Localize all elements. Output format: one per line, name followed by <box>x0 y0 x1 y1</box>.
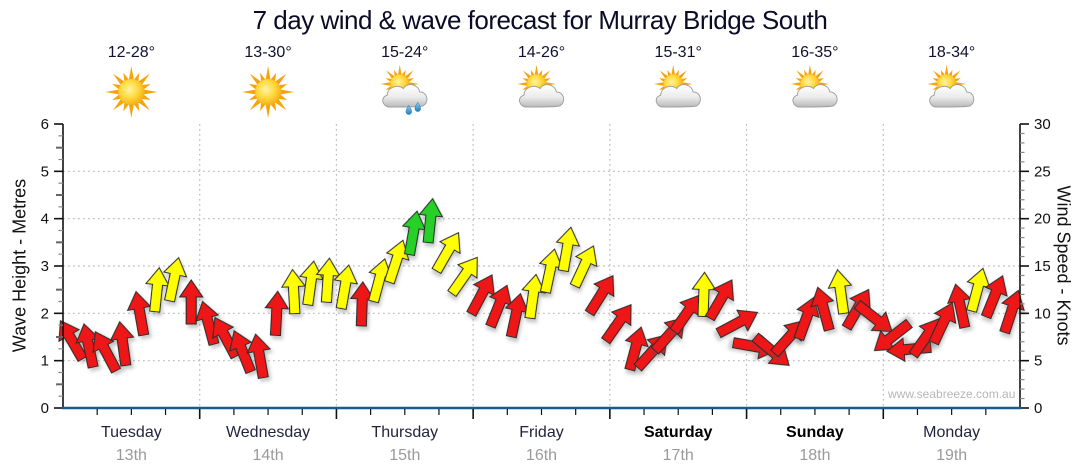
cloud-icon <box>519 84 565 108</box>
day-date-label: 14th <box>253 447 284 464</box>
day-name-label: Friday <box>519 424 563 441</box>
weather-icon-sunny <box>105 66 158 118</box>
wind-axis-title: Wind Speed - Knots <box>1053 185 1074 346</box>
wind-arrow <box>109 320 135 367</box>
day-name-label: Monday <box>923 424 980 441</box>
day-temp-range: 14-26° <box>518 44 565 61</box>
wind-arrow <box>383 239 410 285</box>
wind-arrow <box>280 268 306 315</box>
wave-axis-tick-label: 1 <box>41 353 49 370</box>
day-name-label: Thursday <box>371 424 438 441</box>
wind-arrow <box>264 290 290 337</box>
wind-arrow <box>349 280 375 327</box>
wind-arrow <box>569 245 598 289</box>
wind-arrow <box>600 303 632 345</box>
wave-axis-tick-label: 5 <box>41 163 49 180</box>
weather-icon-partly-cloudy <box>654 64 701 108</box>
wind-arrow <box>853 299 893 333</box>
wind-axis-tick-label: 30 <box>1034 116 1051 133</box>
weather-icon-sunny <box>242 66 295 118</box>
wind-arrow <box>299 260 324 307</box>
cloud-icon <box>929 84 975 108</box>
day-temp-range: 16-35° <box>791 44 838 61</box>
wave-axis-tick-label: 6 <box>41 116 49 133</box>
wind-arrow <box>715 309 759 339</box>
wind-arrow <box>793 296 820 342</box>
wind-arrow <box>624 326 649 372</box>
wind-axis-tick-label: 10 <box>1034 305 1051 322</box>
wind-arrow <box>58 319 88 363</box>
day-date-label: 17th <box>663 447 694 464</box>
wind-arrow <box>92 330 122 374</box>
wind-arrow <box>555 226 581 273</box>
rain-drops-icon <box>405 101 421 115</box>
wave-axis-tick-label: 2 <box>41 305 49 322</box>
day-temp-range: 15-24° <box>381 44 428 61</box>
day-date-label: 16th <box>526 447 557 464</box>
wind-arrow <box>584 274 615 317</box>
day-temp-range: 12-28° <box>108 44 155 61</box>
wind-axis-tick-label: 15 <box>1034 258 1051 275</box>
sun-icon <box>242 66 295 118</box>
wind-arrow <box>246 333 272 380</box>
day-date-label: 15th <box>389 447 420 464</box>
wind-arrow <box>999 289 1025 335</box>
watermark: www.seabreeze.com.au <box>888 387 1016 401</box>
weather-icon-partly-cloudy <box>790 64 838 108</box>
cloud-icon <box>792 84 838 108</box>
day-temp-range: 18-34° <box>928 44 975 61</box>
weather-icon-partly-cloudy <box>517 64 565 108</box>
wave-axis-title: Wave Height - Metres <box>9 178 30 353</box>
day-date-label: 13th <box>116 447 147 464</box>
day-name-label: Wednesday <box>226 424 310 441</box>
wind-arrow <box>447 256 478 298</box>
wind-arrow <box>418 197 444 244</box>
day-temp-range: 15-31° <box>655 44 702 61</box>
weather-icon-partly-cloudy-rain <box>380 64 428 115</box>
cloud-icon <box>655 84 701 108</box>
wind-arrow <box>810 286 835 332</box>
day-date-label: 18th <box>799 447 830 464</box>
wind-axis-tick-label: 20 <box>1034 211 1051 228</box>
wind-arrow <box>431 231 461 275</box>
cloud-icon <box>382 84 428 108</box>
wind-arrow <box>521 273 547 320</box>
sun-icon <box>105 66 158 118</box>
wind-arrow <box>704 279 734 322</box>
wind-arrow <box>178 279 204 325</box>
day-temp-range: 13-30° <box>244 44 291 61</box>
wind-axis-tick-label: 5 <box>1034 353 1042 370</box>
page-title: 7 day wind & wave forecast for Murray Br… <box>252 5 828 35</box>
wind-arrow <box>162 256 188 303</box>
wind-axis-tick-label: 0 <box>1034 400 1042 417</box>
wind-arrow <box>770 319 805 358</box>
day-name-label: Saturday <box>644 424 713 441</box>
wave-axis-tick-label: 0 <box>41 400 49 417</box>
wind-arrow <box>980 274 1008 320</box>
wind-arrow <box>229 329 256 375</box>
wave-axis-tick-label: 4 <box>41 211 49 228</box>
day-name-label: Tuesday <box>101 424 162 441</box>
wind-arrow <box>126 290 152 337</box>
wind-arrow <box>333 264 359 310</box>
day-date-label: 19th <box>936 447 967 464</box>
wind-arrow <box>827 268 853 315</box>
wind-arrow <box>928 301 957 346</box>
wind-axis-tick-label: 25 <box>1034 163 1051 180</box>
day-name-label: Sunday <box>786 424 844 441</box>
weather-icon-partly-cloudy <box>927 64 975 108</box>
wave-axis-tick-label: 3 <box>41 258 49 275</box>
